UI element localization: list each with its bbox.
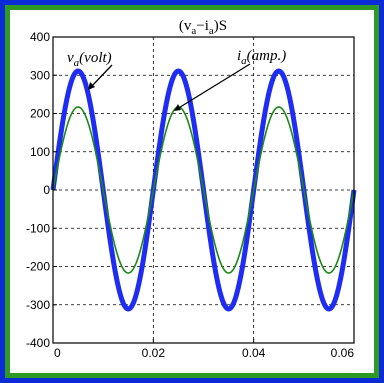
y-tick-label: 200 [30, 107, 50, 121]
series-line-current [52, 106, 355, 274]
arrow-current [176, 63, 251, 110]
y-tick-label: 300 [30, 68, 50, 82]
x-tick-label: 0.02 [142, 346, 166, 360]
arrowhead-current [174, 104, 181, 111]
x-tick-label: 0.06 [331, 346, 355, 360]
x-tick-label: 0 [54, 346, 61, 360]
legend-label-current: ia(amp.) [237, 48, 286, 67]
legend-label-voltage: va(volt) [67, 50, 112, 69]
chart-title: (va−ia)S [179, 18, 227, 37]
x-tick-label: 0.04 [242, 346, 266, 360]
y-tick-label: -400 [26, 336, 50, 350]
y-tick-label: -100 [26, 221, 50, 235]
y-tick-label: -200 [26, 260, 50, 274]
y-tick-label: 0 [43, 183, 50, 197]
y-tick-label: 100 [30, 145, 50, 159]
arrow-voltage [89, 64, 113, 89]
arrowhead-voltage [88, 82, 95, 90]
y-tick-label: -300 [26, 298, 50, 312]
y-tick-label: 400 [30, 30, 50, 44]
